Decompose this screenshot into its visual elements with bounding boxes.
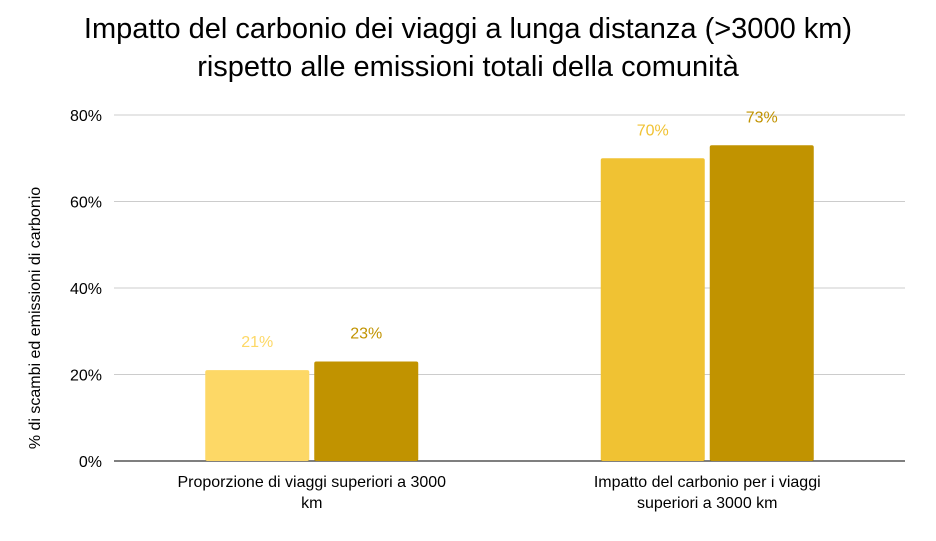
bar bbox=[709, 145, 814, 461]
data-labels: 21% 23% 70% 73% bbox=[241, 109, 778, 351]
data-label: 70% bbox=[637, 122, 669, 139]
x-axis-ticks: Proporzione di viaggi superiori a 3000 km… bbox=[177, 474, 820, 512]
data-label: 21% bbox=[241, 334, 273, 351]
x-tick-label: superiori a 3000 km bbox=[637, 495, 778, 512]
chart-title-line-2: rispetto alle emissioni totali della com… bbox=[197, 51, 739, 83]
y-axis-label: % di scambi ed emissioni di carbonio bbox=[27, 187, 44, 449]
bars bbox=[205, 145, 814, 461]
y-tick-label: 40% bbox=[70, 281, 102, 298]
x-tick-label: Proporzione di viaggi superiori a 3000 bbox=[177, 474, 446, 491]
x-tick-label: km bbox=[301, 495, 322, 512]
data-label: 23% bbox=[350, 326, 382, 343]
data-label: 73% bbox=[746, 109, 778, 126]
x-tick-label: Impatto del carbonio per i viaggi bbox=[594, 474, 821, 491]
y-tick-label: 60% bbox=[70, 195, 102, 212]
chart-title-line-1: Impatto del carbonio dei viaggi a lunga … bbox=[83, 13, 853, 45]
y-tick-label: 0% bbox=[79, 454, 102, 471]
y-tick-label: 20% bbox=[70, 368, 102, 385]
chart-title: Impatto del carbonio dei viaggi a lunga … bbox=[0, 10, 936, 86]
bar bbox=[205, 370, 310, 461]
y-tick-label: 80% bbox=[70, 108, 102, 125]
bar bbox=[314, 361, 419, 461]
y-axis-ticks: 0% 20% 40% 60% 80% bbox=[70, 108, 102, 471]
bar bbox=[600, 158, 705, 461]
